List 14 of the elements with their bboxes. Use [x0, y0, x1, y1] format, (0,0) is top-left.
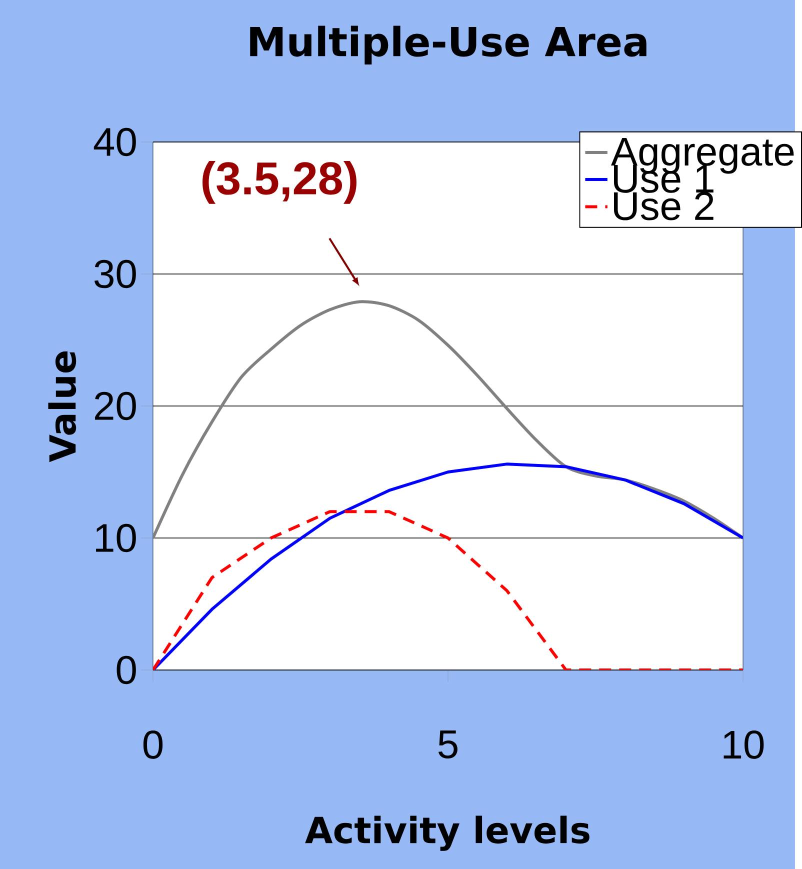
- chart-title: Multiple-Use Area: [250, 26, 646, 64]
- y-tick-label: 30: [94, 260, 136, 288]
- x-axis-title: Activity levels: [305, 816, 590, 851]
- y-tick-label: 40: [94, 128, 136, 156]
- x-tick-label: 5: [438, 730, 458, 758]
- y-axis-title: Value: [48, 351, 76, 462]
- line-series: [153, 462, 743, 670]
- y-tick-label: 10: [96, 524, 136, 552]
- legend-label: Use 2: [614, 192, 714, 220]
- annotation: (3.5,28): [202, 160, 356, 204]
- x-tick-label: 10: [724, 730, 764, 759]
- x-tick-label: 0: [143, 730, 163, 759]
- y-tick-label: 0: [116, 656, 136, 684]
- y-tick-label: 20: [94, 392, 136, 420]
